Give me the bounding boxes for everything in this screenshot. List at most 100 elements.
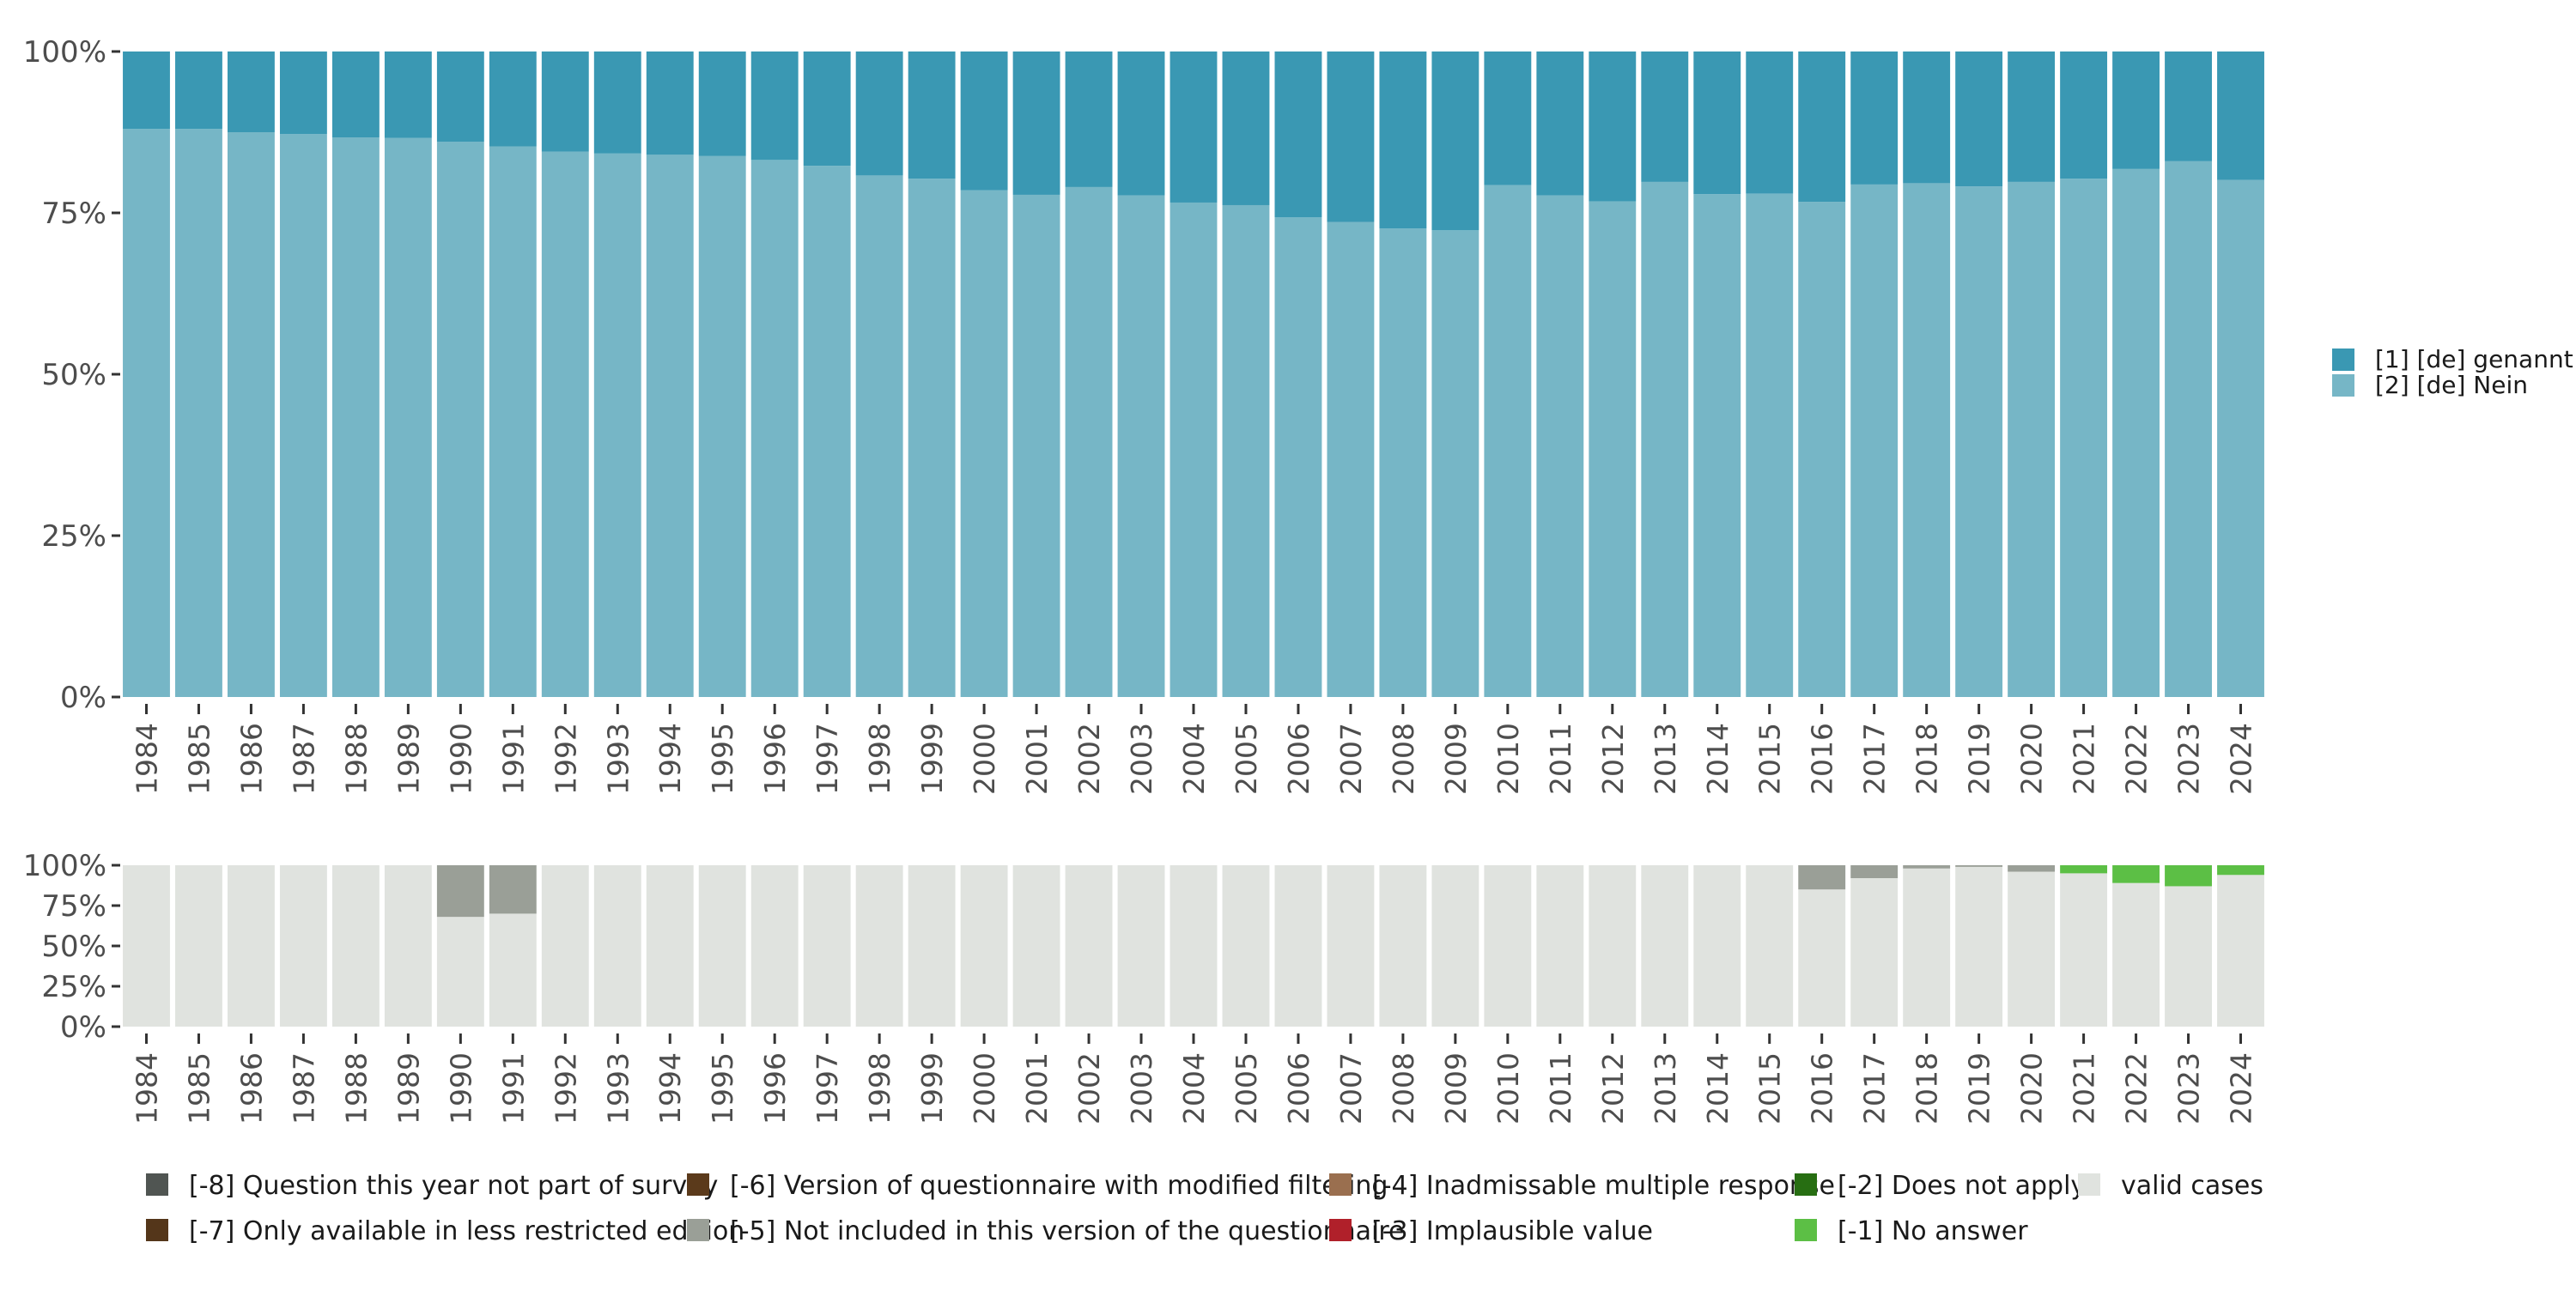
bar-segment xyxy=(175,52,222,130)
bar-segment xyxy=(541,865,589,1027)
legend-label: [-1] No answer xyxy=(1838,1216,2028,1246)
y-tick-label: 50% xyxy=(41,358,106,392)
bar-segment xyxy=(646,52,694,155)
bar-segment xyxy=(541,151,589,697)
x-tick-label: 1992 xyxy=(549,723,582,795)
bar-segment xyxy=(1065,865,1113,1027)
bar-segment xyxy=(384,52,432,138)
bar-segment xyxy=(489,146,537,697)
legend-label: [-2] Does not apply xyxy=(1838,1171,2086,1201)
bar-segment xyxy=(1903,183,1951,697)
bar-segment xyxy=(1955,186,2003,698)
bar-segment xyxy=(1170,202,1218,697)
bar-segment xyxy=(698,52,746,156)
bar-segment xyxy=(960,865,1008,1027)
x-tick-label: 2014 xyxy=(1701,723,1735,795)
x-tick-label: 1990 xyxy=(444,723,477,795)
x-tick-label: 1994 xyxy=(653,1052,687,1124)
bar-segment xyxy=(1641,865,1689,1027)
x-tick-label: 2018 xyxy=(1911,1052,1944,1124)
bar-segment xyxy=(279,52,327,135)
x-tick-label: 2023 xyxy=(2172,723,2206,795)
bar-segment xyxy=(1379,228,1427,698)
x-tick-label: 2020 xyxy=(2015,1052,2049,1124)
x-tick-label: 1985 xyxy=(182,723,216,795)
bar-segment xyxy=(1431,52,1479,231)
legend-swatch xyxy=(146,1219,168,1241)
bar-segment xyxy=(1117,865,1165,1027)
x-tick-label: 1993 xyxy=(601,723,635,795)
x-tick-label: 2017 xyxy=(1858,723,1892,795)
bar-segment xyxy=(489,913,537,1027)
bar-segment xyxy=(1746,52,1794,194)
bar-segment xyxy=(1798,202,1846,697)
legend-label: [-3] Implausible value xyxy=(1372,1216,1653,1246)
legend-label: [-4] Inadmissable multiple response xyxy=(1372,1171,1835,1201)
bar-segment xyxy=(1536,865,1584,1027)
bar-segment xyxy=(175,129,222,698)
x-tick-label: 2019 xyxy=(1963,1052,1996,1124)
bar-segment xyxy=(698,865,746,1027)
x-tick-label: 2003 xyxy=(1125,1052,1158,1124)
bar-segment xyxy=(646,155,694,697)
x-tick-label: 2017 xyxy=(1858,1052,1892,1124)
x-tick-label: 2016 xyxy=(1806,1052,1839,1124)
x-tick-label: 1997 xyxy=(811,723,844,795)
bar-segment xyxy=(1693,52,1741,195)
x-tick-label: 2010 xyxy=(1492,723,1525,795)
bar-segment xyxy=(1798,865,1846,890)
bar-segment xyxy=(1379,52,1427,229)
bar-segment xyxy=(123,52,170,130)
bar-segment xyxy=(908,52,956,179)
x-tick-label: 2010 xyxy=(1492,1052,1525,1124)
x-tick-label: 2007 xyxy=(1334,1052,1368,1124)
bar-segment xyxy=(2165,161,2212,698)
bar-segment xyxy=(123,865,170,1027)
bar-segment xyxy=(2112,882,2160,1027)
x-tick-label: 1989 xyxy=(392,1052,425,1124)
legend-swatch xyxy=(1329,1219,1352,1241)
bar-segment xyxy=(2008,871,2056,1027)
x-tick-label: 2005 xyxy=(1230,1052,1263,1124)
x-tick-label: 2022 xyxy=(2120,723,2154,795)
bar-segment xyxy=(436,52,484,142)
bar-segment xyxy=(1274,52,1322,218)
x-tick-label: 1986 xyxy=(234,1052,268,1124)
bar-segment xyxy=(1170,52,1218,203)
x-tick-label: 2007 xyxy=(1334,723,1368,795)
bar-segment xyxy=(593,153,641,698)
x-tick-label: 2021 xyxy=(2068,723,2101,795)
y-tick-label: 100% xyxy=(23,35,106,70)
x-tick-label: 2009 xyxy=(1439,723,1473,795)
x-tick-label: 2006 xyxy=(1282,1052,1315,1124)
bar-segment xyxy=(384,137,432,697)
bar-segment xyxy=(1798,52,1846,203)
main-chart-legend: [1] [de] genannt[2] [de] Nein xyxy=(2332,345,2573,399)
bar-segment xyxy=(1746,865,1794,1027)
bar-segment xyxy=(855,52,903,176)
bar-segment xyxy=(1222,865,1270,1027)
bar-segment xyxy=(1484,185,1532,697)
y-tick-label: 100% xyxy=(23,849,106,883)
x-tick-label: 2013 xyxy=(1649,1052,1682,1124)
x-tick-label: 2022 xyxy=(2120,1052,2154,1124)
bar-segment xyxy=(2008,865,2056,872)
legend-label: [1] [de] genannt xyxy=(2375,345,2573,373)
x-tick-label: 2024 xyxy=(2225,1052,2258,1124)
bar-segment xyxy=(593,865,641,1027)
x-tick-label: 1998 xyxy=(863,1052,896,1124)
bar-segment xyxy=(1274,217,1322,697)
bar-segment xyxy=(436,865,484,918)
bar-segment xyxy=(1850,865,1899,879)
bar-segment xyxy=(331,865,380,1027)
x-tick-label: 1999 xyxy=(915,723,949,795)
x-tick-label: 2012 xyxy=(1596,723,1630,795)
bar-segment xyxy=(489,865,537,914)
bar-segment xyxy=(1955,866,2003,1027)
bar-segment xyxy=(1641,52,1689,182)
x-tick-label: 2021 xyxy=(2068,1052,2101,1124)
legend-label: [-8] Question this year not part of surv… xyxy=(189,1171,718,1201)
x-tick-label: 2012 xyxy=(1596,1052,1630,1124)
x-tick-label: 1997 xyxy=(811,1052,844,1124)
